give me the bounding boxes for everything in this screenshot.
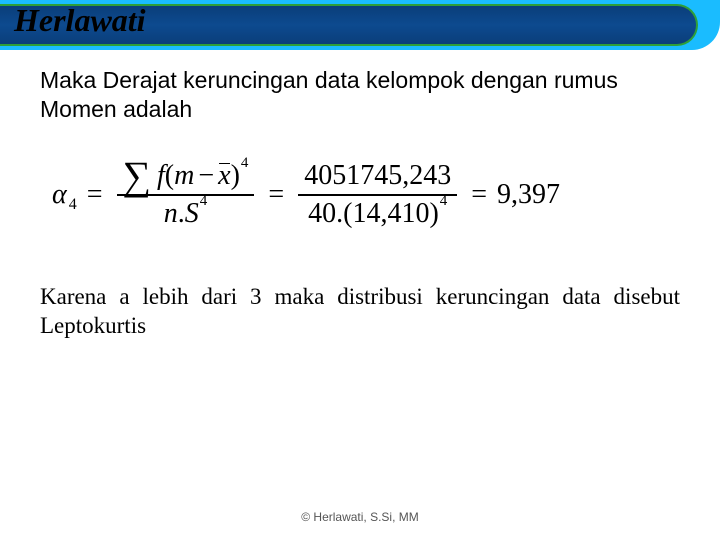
slide-content: Maka Derajat keruncingan data kelompok d… [0, 56, 720, 341]
exponent-4-num: 4 [241, 155, 249, 172]
paren-group: ( m − x ) [165, 160, 240, 192]
denominator-numeric: 40.(14,410) 4 [302, 196, 453, 232]
alpha-subscript: 4 [69, 196, 77, 214]
kurtosis-formula: α 4 = ∑ f ( m − x ) 4 n . S [52, 158, 680, 232]
conclusion-part1: Karena [40, 284, 119, 309]
alpha-symbol: α [52, 179, 67, 211]
close-paren: ) [231, 160, 240, 192]
exponent-4-den: 4 [200, 193, 208, 210]
var-S: S [185, 198, 199, 230]
var-x-bar: x [218, 160, 230, 192]
intro-paragraph: Maka Derajat keruncingan data kelompok d… [40, 66, 680, 124]
conclusion-part2: lebih dari 3 maka distribusi keruncingan… [40, 284, 680, 339]
open-paren: ( [165, 160, 174, 192]
footer-copyright: © Herlawati, S.Si, MM [0, 510, 720, 524]
banner-title: Herlawati [14, 2, 146, 39]
var-f: f [157, 160, 165, 192]
result-value: 9,397 [497, 179, 560, 211]
den-numeric-exp: 4 [440, 193, 448, 210]
var-m: m [174, 160, 194, 192]
header-banner: Herlawati [0, 0, 720, 56]
fraction-symbolic: ∑ f ( m − x ) 4 n . S 4 [117, 158, 255, 232]
alpha-inline: a [119, 284, 129, 309]
var-n: n [164, 198, 178, 230]
fraction-numeric: 4051745,243 40.(14,410) 4 [298, 158, 457, 232]
denominator-symbolic: n . S 4 [158, 196, 214, 232]
den-numeric-base: 40.(14,410) [308, 198, 439, 230]
alpha-4: α 4 [52, 179, 77, 211]
numerator-numeric: 4051745,243 [298, 158, 457, 194]
dot-1: . [178, 198, 185, 230]
equals-1: = [87, 179, 103, 211]
sigma-symbol: ∑ [123, 160, 152, 192]
conclusion-paragraph: Karena a lebih dari 3 maka distribusi ke… [40, 282, 680, 342]
minus-sign: − [198, 160, 214, 192]
equals-2: = [268, 179, 284, 211]
numerator-symbolic: ∑ f ( m − x ) 4 [117, 158, 255, 194]
equals-3: = [471, 179, 487, 211]
